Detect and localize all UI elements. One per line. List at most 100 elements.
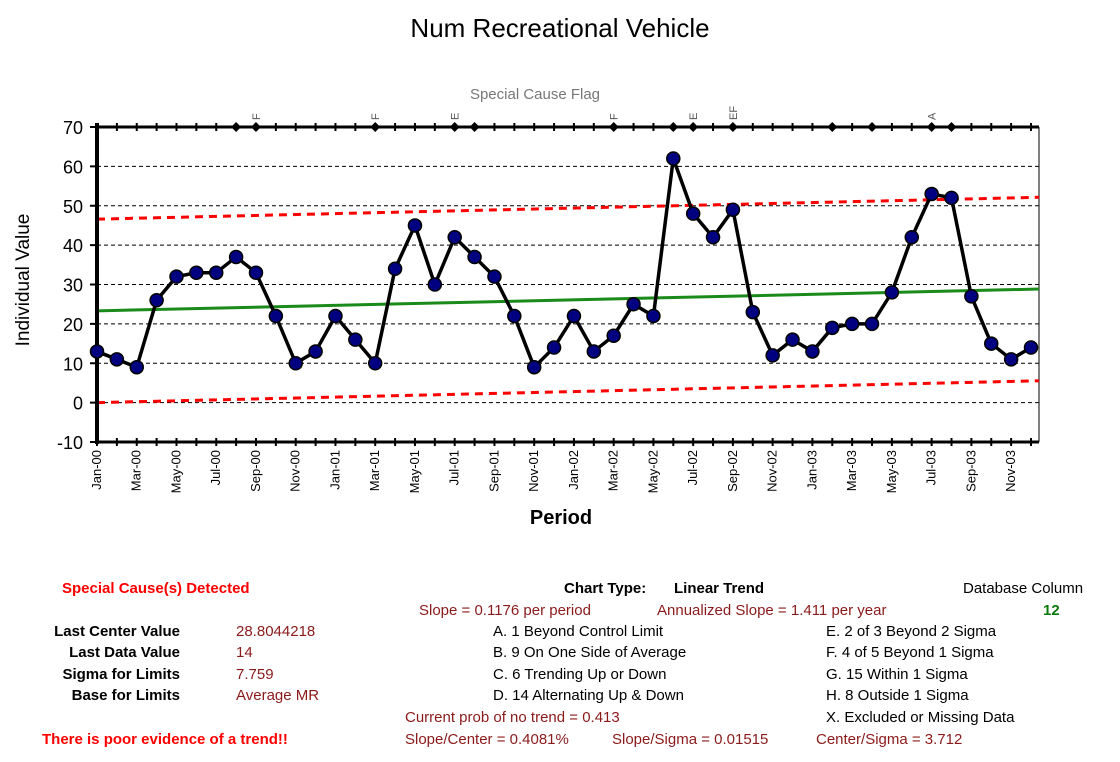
x-tick-label: Mar-02 xyxy=(606,450,621,491)
slope-center-text: Slope/Center = 0.4081% xyxy=(405,731,569,748)
x-tick-label: Jan-00 xyxy=(89,450,104,490)
chart-title: Num Recreational Vehicle xyxy=(410,13,709,43)
base-label: Base for Limits xyxy=(71,687,180,704)
data-point xyxy=(447,230,462,245)
x-tick-label: Sep-00 xyxy=(248,450,263,492)
data-point xyxy=(228,249,244,265)
data-point xyxy=(407,218,423,233)
x-tick-label: May-02 xyxy=(645,450,660,493)
special-cause-label: F xyxy=(609,113,621,120)
data-point xyxy=(1003,352,1019,367)
x-tick-label: May-00 xyxy=(168,450,183,493)
data-point xyxy=(129,359,144,375)
data-point xyxy=(89,344,105,359)
data-point xyxy=(109,352,125,367)
data-point xyxy=(387,261,403,276)
special-cause-heading: Special Cause(s) Detected xyxy=(62,580,250,597)
data-point xyxy=(884,285,900,300)
x-tick-label: May-03 xyxy=(884,450,899,493)
x-tick-label: Nov-03 xyxy=(1003,450,1018,492)
x-tick-label: Jul-03 xyxy=(924,450,939,485)
data-point xyxy=(566,308,582,324)
x-tick-label: Jan-01 xyxy=(327,450,342,490)
slope-sigma-text: Slope/Sigma = 0.01515 xyxy=(612,731,769,748)
y-tick-label: 50 xyxy=(63,197,83,217)
x-tick-label: Mar-01 xyxy=(367,450,382,491)
rule-f: F. 4 of 5 Beyond 1 Sigma xyxy=(826,644,994,661)
y-tick-label: 60 xyxy=(63,157,83,177)
data-point xyxy=(208,265,224,280)
last-data-label: Last Data Value xyxy=(69,644,180,661)
data-point xyxy=(328,308,343,324)
rule-h: H. 8 Outside 1 Sigma xyxy=(826,687,969,704)
data-point xyxy=(685,206,701,221)
y-tick-label: 0 xyxy=(73,394,83,414)
lower-control-limit xyxy=(96,379,1040,405)
data-point xyxy=(169,269,184,284)
special-cause-label: A xyxy=(927,112,939,120)
data-point xyxy=(626,296,641,312)
x-tick-label: Sep-02 xyxy=(725,450,740,492)
data-point xyxy=(984,336,999,351)
data-point xyxy=(944,190,959,206)
chart-type-value: Linear Trend xyxy=(674,580,765,597)
trend-verdict: There is poor evidence of a trend!! xyxy=(42,731,288,748)
last-center-label: Last Center Value xyxy=(54,623,180,640)
upper-control-limit xyxy=(96,195,1040,221)
data-point xyxy=(705,230,721,245)
special-cause-mark xyxy=(370,122,381,132)
slope-text: Slope = 0.1176 per period xyxy=(419,602,591,619)
rule-g: G. 15 Within 1 Sigma xyxy=(826,666,968,683)
data-point xyxy=(765,348,780,363)
base-value: Average MR xyxy=(236,687,320,704)
data-point xyxy=(546,340,562,355)
data-point xyxy=(964,289,979,304)
data-point xyxy=(467,249,482,265)
last-data-value: 14 xyxy=(236,644,253,661)
x-tick-label: Jan-02 xyxy=(566,450,581,490)
x-tick-label: Nov-01 xyxy=(526,450,541,492)
special-cause-mark xyxy=(867,122,878,132)
special-cause-mark xyxy=(668,122,679,132)
special-cause-mark xyxy=(688,122,699,132)
center-sigma-text: Center/Sigma = 3.712 xyxy=(816,731,963,748)
y-axis-label: Individual Value xyxy=(13,214,34,347)
data-point xyxy=(189,265,204,280)
data-point xyxy=(1023,340,1039,355)
annualized-slope-text: Annualized Slope = 1.411 per year xyxy=(657,602,887,619)
prob-no-trend-text: Current prob of no trend = 0.413 xyxy=(405,709,620,726)
last-center-value: 28.8044218 xyxy=(236,623,316,640)
data-point xyxy=(288,356,303,371)
x-tick-label: Sep-03 xyxy=(963,450,978,492)
rule-d: D. 14 Alternating Up & Down xyxy=(493,687,684,704)
data-point xyxy=(348,332,363,347)
axes: -10 0 10 20 30 40 50 60 70 Jan-00 Mar-00 May-00 Jul-… xyxy=(57,106,1039,493)
special-cause-mark xyxy=(231,122,242,132)
data-point xyxy=(785,332,800,347)
data-point xyxy=(606,328,621,343)
database-column-label: Database Column xyxy=(963,580,1084,597)
data-point xyxy=(864,316,880,332)
data-point xyxy=(149,293,164,308)
data-point xyxy=(586,344,602,359)
rule-x: X. Excluded or Missing Data xyxy=(826,709,1015,726)
data-point xyxy=(646,308,661,324)
x-tick-label: Nov-00 xyxy=(288,450,303,492)
data-point xyxy=(844,316,860,332)
data-point xyxy=(745,304,761,320)
rule-e: E. 2 of 3 Beyond 2 Sigma xyxy=(826,623,997,640)
gridlines xyxy=(97,126,1040,443)
center-line xyxy=(96,287,1040,313)
special-cause-mark xyxy=(926,122,937,132)
special-cause-label: F xyxy=(370,113,382,120)
database-column-value: 12 xyxy=(1043,602,1060,619)
control-chart: Num Recreational Vehicle Special Cause F… xyxy=(13,13,1040,529)
special-cause-label: EF xyxy=(728,106,740,120)
x-axis-label: Period xyxy=(530,507,592,529)
control-limits xyxy=(96,195,1040,405)
special-cause-mark xyxy=(469,122,480,132)
data-point xyxy=(248,265,264,280)
y-tick-label: 30 xyxy=(63,276,83,296)
special-cause-mark xyxy=(449,122,460,132)
data-point xyxy=(487,269,502,284)
